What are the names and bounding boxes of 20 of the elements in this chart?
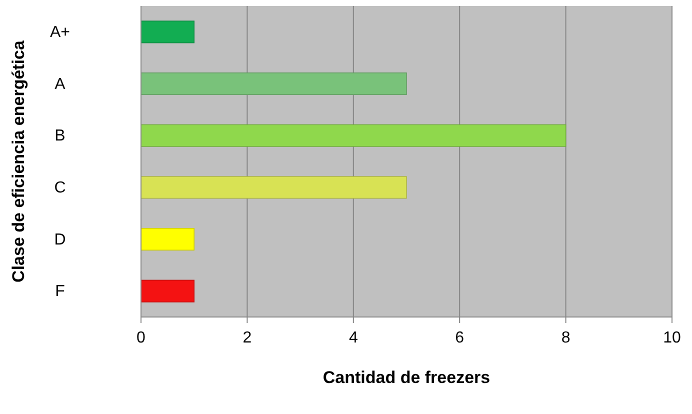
x-tick-label: 6: [455, 329, 464, 346]
x-tick-label: 4: [348, 329, 358, 346]
x-tick-label: 10: [663, 329, 681, 346]
bar: [140, 176, 407, 199]
y-tick-label: C: [54, 180, 66, 197]
x-tick-label: 0: [136, 329, 146, 346]
y-tick-label: F: [55, 283, 66, 300]
x-axis-title: Cantidad de freezers: [322, 368, 490, 387]
y-tick-label: B: [54, 128, 66, 145]
x-tick-label: 2: [242, 329, 252, 346]
bar: [140, 228, 194, 251]
y-axis-title: Clase de eficiencia energética: [9, 40, 28, 282]
y-tick-label: A: [54, 76, 66, 93]
x-tick-label: 8: [561, 329, 570, 346]
y-tick-label: D: [54, 231, 66, 248]
bar: [140, 124, 566, 147]
bar: [140, 72, 407, 96]
bar: [140, 20, 194, 44]
bar: [140, 280, 194, 302]
y-tick-label: A+: [50, 24, 70, 42]
